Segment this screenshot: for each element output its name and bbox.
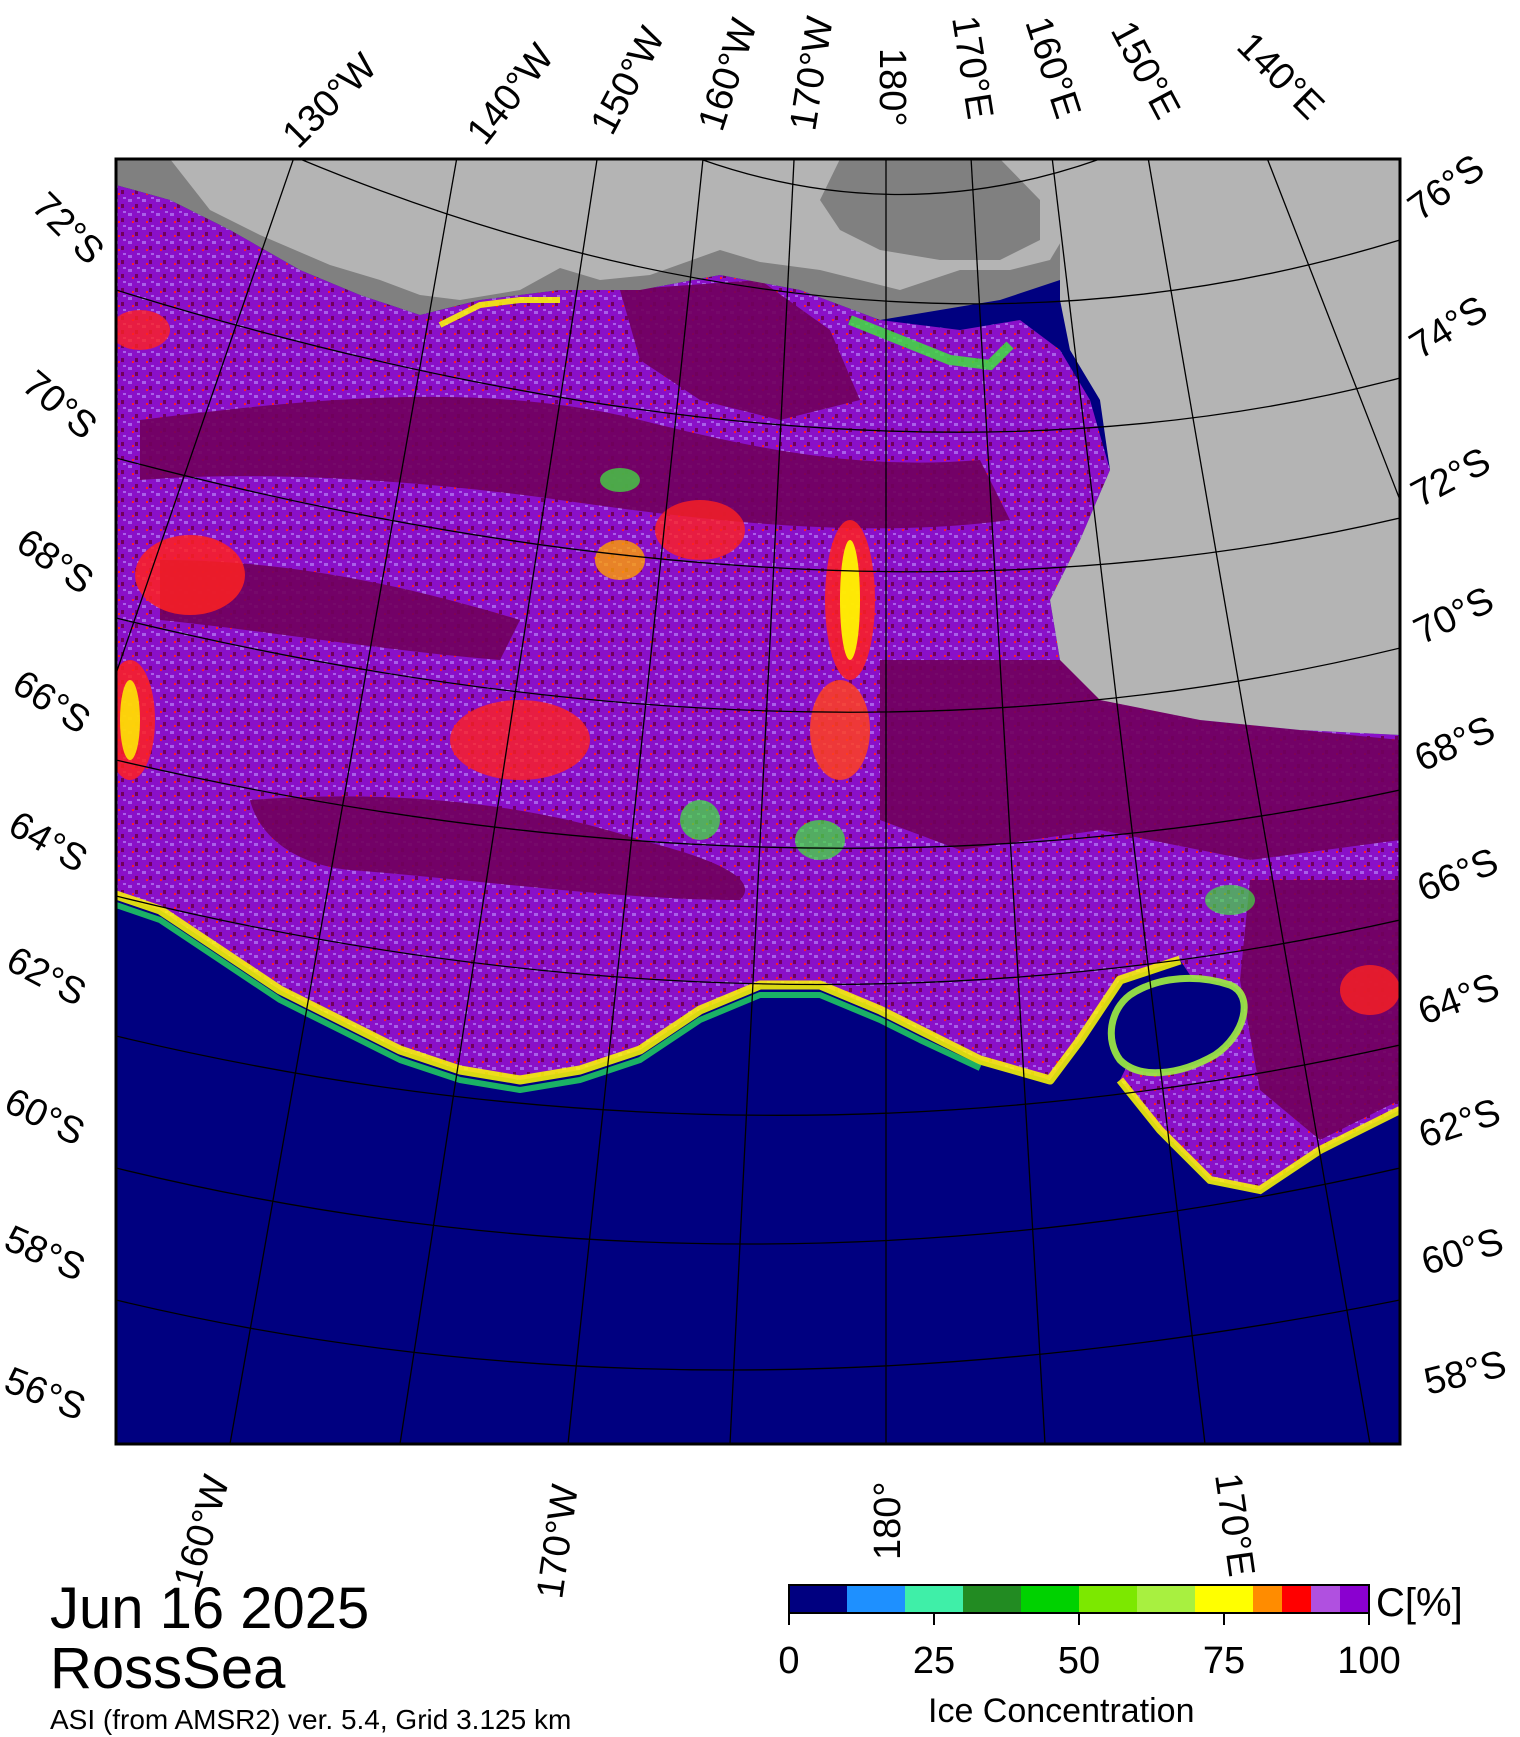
lat-label-left-64S: 64°S — [2, 803, 95, 881]
colorbar-tick-label: 100 — [1337, 1640, 1401, 1682]
colorbar-swatch — [905, 1585, 963, 1613]
dense-ice-band-5 — [160, 560, 520, 660]
lat-label-right-68S: 68°S — [1409, 708, 1502, 780]
dense-ice-band-6 — [1240, 880, 1400, 1140]
colorbar-swatch — [1311, 1585, 1340, 1613]
ice-edge-polynya-rim — [1107, 975, 1248, 1077]
top-longitude-labels: 130°W 140°W 150°W 160°W 170°W 180° 170°E… — [275, 12, 1332, 157]
lat-label-right-66S: 66°S — [1412, 840, 1505, 910]
lat-label-left-58S: 58°S — [0, 1218, 91, 1290]
lat-label-left-72S: 72°S — [24, 185, 112, 273]
ross-ice-shelf-dark — [820, 159, 1040, 260]
victoria-land — [1050, 159, 1400, 735]
lat-label-left-60S: 60°S — [0, 1080, 91, 1154]
colorbar-swatch — [847, 1585, 905, 1613]
lat-label-left-70S: 70°S — [14, 363, 104, 448]
lat-label-right-58S: 58°S — [1420, 1343, 1511, 1404]
dense-ice-band-1 — [140, 396, 1010, 529]
graticule — [116, 159, 1400, 1444]
product-label: ASI (from AMSR2) ver. 5.4, Grid 3.125 km — [50, 1704, 572, 1735]
colorbar-tick-label: 0 — [778, 1640, 800, 1682]
coastal-ice-edge — [848, 315, 1014, 371]
lon-label-180-top: 180° — [871, 48, 913, 127]
lon-label-bottom-170E: 170°E — [1206, 1470, 1262, 1579]
colorbar-swatch — [1340, 1585, 1369, 1613]
lon-label-bottom-180: 180° — [867, 1481, 909, 1560]
lat-label-right-64S: 64°S — [1413, 966, 1505, 1034]
colorbar-swatch — [1137, 1585, 1195, 1613]
lat-label-right-70S: 70°S — [1408, 579, 1501, 653]
low-concentration-patches — [116, 310, 1400, 1015]
colorbar-tick-label: 25 — [912, 1640, 956, 1682]
region-label: RossSea — [50, 1636, 286, 1701]
lon-label-170E: 170°E — [943, 13, 1001, 122]
colorbar-unit: C[%] — [1376, 1581, 1463, 1625]
date-label: Jun 16 2025 — [50, 1576, 370, 1641]
lon-label-150E: 150°E — [1102, 15, 1188, 127]
lon-label-160E: 160°E — [1016, 12, 1088, 124]
lat-label-right-76S: 76°S — [1401, 147, 1493, 230]
left-latitude-labels: 72°S 70°S 68°S 66°S 64°S 62°S 60°S 58°S … — [0, 185, 112, 1430]
lat-label-left-68S: 68°S — [9, 521, 101, 603]
colorbar-swatch — [789, 1585, 847, 1613]
lon-label-bottom-170W: 170°W — [529, 1482, 587, 1601]
colorbar-swatch — [1282, 1585, 1311, 1613]
colorbar-swatch — [963, 1585, 1021, 1613]
lat-label-left-56S: 56°S — [0, 1359, 91, 1429]
lon-label-150W: 150°W — [583, 20, 674, 141]
lat-label-left-66S: 66°S — [5, 662, 97, 742]
lat-label-left-62S: 62°S — [0, 939, 93, 1015]
lat-label-right-74S: 74°S — [1403, 288, 1495, 368]
colorbar-swatch — [1195, 1585, 1253, 1613]
colorbar-swatch — [1079, 1585, 1137, 1613]
polynya-open-water — [1111, 978, 1245, 1073]
lat-label-right-72S: 72°S — [1405, 440, 1498, 516]
lat-label-right-62S: 62°S — [1414, 1091, 1506, 1157]
ice-edge-outer-south — [1116, 1077, 1400, 1195]
ice-edge-margin — [116, 890, 1182, 1085]
lon-label-160W: 160°W — [691, 14, 766, 136]
lon-label-140W: 140°W — [459, 36, 563, 152]
colorbar-swatch — [1253, 1585, 1282, 1613]
lon-label-170W: 170°W — [782, 14, 841, 134]
dense-ice-band-4 — [880, 660, 1400, 860]
coastal-ice-edge-2 — [438, 297, 560, 328]
right-latitude-labels: 76°S 74°S 72°S 70°S 68°S 66°S 64°S 62°S … — [1401, 147, 1511, 1404]
lon-label-130W: 130°W — [275, 46, 386, 157]
ross-ice-shelf — [680, 165, 730, 240]
colorbar-title: Ice Concentration — [928, 1692, 1195, 1730]
map-frame — [114, 157, 1402, 1446]
colorbar-swatch — [1021, 1585, 1079, 1613]
dense-ice-band-2 — [620, 280, 860, 420]
lat-label-right-60S: 60°S — [1417, 1220, 1508, 1283]
lon-label-bottom-160W: 160°W — [166, 1471, 238, 1593]
colorbar-tick-label: 75 — [1202, 1640, 1246, 1682]
ice-edge-margin-green — [116, 902, 982, 1093]
lon-label-140E: 140°E — [1229, 25, 1332, 128]
colorbar-tick-label: 50 — [1057, 1640, 1101, 1682]
colorbar — [788, 1584, 1370, 1625]
dense-ice-band-3 — [250, 796, 746, 900]
